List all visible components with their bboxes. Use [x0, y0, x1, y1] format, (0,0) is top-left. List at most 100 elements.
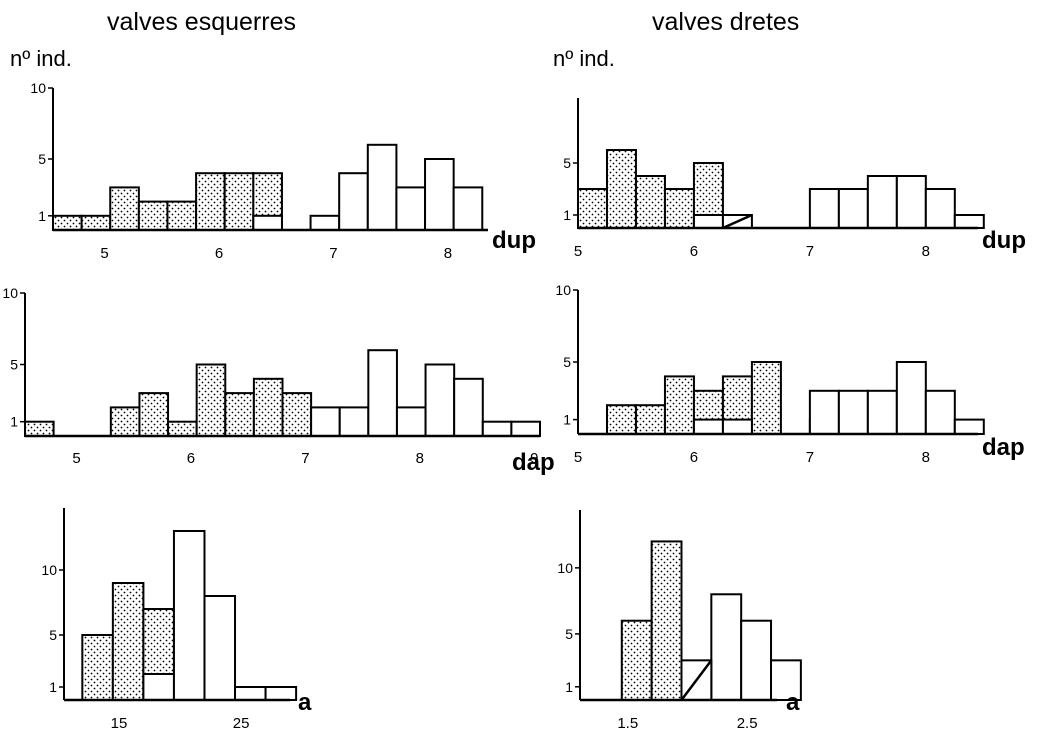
open-bar: [366, 143, 398, 231]
y-tick-label: 5: [38, 151, 46, 167]
dotted-bar: [577, 188, 608, 229]
x-tick-label: 7: [329, 245, 337, 262]
open-bar: [692, 214, 724, 229]
open-bar: [924, 389, 956, 435]
dotted-bar: [137, 200, 169, 232]
open-bar: [740, 619, 773, 702]
x-axis-variable-label: dup: [492, 227, 536, 254]
open-bar: [452, 186, 484, 231]
left-y-axis-label: nº ind.: [10, 46, 72, 71]
y-tick-label: 10: [555, 282, 571, 298]
x-axis-variable-label: a: [298, 689, 312, 716]
open-bar: [481, 420, 513, 438]
dotted-bar: [634, 175, 666, 229]
open-bar: [924, 188, 956, 229]
x-tick-label: 5: [574, 243, 582, 260]
dotted-bar: [52, 214, 83, 232]
dotted-bar: [224, 392, 255, 438]
y-tick-label: 10: [30, 80, 46, 96]
dotted-bar: [138, 392, 170, 438]
open-bar: [953, 418, 985, 436]
open-bar: [234, 686, 267, 701]
y-tick-label: 5: [565, 626, 573, 642]
y-tick-label: 10: [41, 562, 57, 578]
y-tick-label: 1: [565, 679, 573, 695]
dotted-bar: [111, 582, 145, 701]
y-tick-label: 1: [10, 414, 18, 430]
open-bar: [510, 420, 541, 438]
x-tick-label: 2.5: [737, 715, 758, 732]
dotted-bar: [650, 540, 683, 702]
open-bar: [338, 406, 370, 437]
open-bar: [367, 349, 398, 438]
bar-diagonal-mark: [722, 213, 753, 230]
y-tick-label: 1: [49, 679, 57, 695]
open-bar: [310, 406, 341, 437]
left-column-title: valves esquerres: [107, 8, 296, 36]
dotted-bar: [605, 404, 637, 436]
open-bar: [203, 595, 237, 701]
y-tick-label: 1: [38, 208, 46, 224]
x-tick-label: 7: [806, 243, 814, 260]
x-axis-variable-label: a: [786, 689, 800, 716]
bar-diagonal-mark: [680, 659, 713, 701]
open-bar: [252, 214, 283, 232]
dotted-bar: [663, 375, 695, 435]
open-bar: [172, 530, 206, 701]
dotted-bar: [166, 200, 198, 232]
y-tick-label: 5: [563, 155, 571, 171]
dotted-bar: [634, 404, 666, 436]
x-tick-label: 7: [806, 449, 814, 466]
open-bar: [264, 686, 298, 701]
x-tick-label: 1.5: [617, 715, 638, 732]
open-bar: [142, 673, 175, 701]
x-tick-label: 5: [574, 449, 582, 466]
open-bar: [808, 188, 840, 229]
open-bar: [895, 175, 927, 229]
x-axis-variable-label: dup: [982, 227, 1026, 254]
right-column-title: valves dretes: [652, 8, 799, 36]
open-bar: [424, 158, 455, 231]
x-axis-variable-label: dap: [982, 434, 1025, 461]
dotted-bar: [167, 420, 198, 438]
x-tick-label: 8: [444, 245, 452, 262]
dotted-bar: [750, 361, 782, 435]
y-tick-label: 5: [10, 357, 18, 373]
y-tick-label: 10: [2, 285, 18, 301]
x-tick-label: 8: [416, 450, 424, 467]
x-tick-label: 5: [72, 450, 80, 467]
dotted-bar: [109, 186, 140, 231]
open-bar: [808, 389, 840, 435]
dotted-bar: [80, 214, 112, 232]
open-bar: [424, 363, 456, 437]
dotted-bar: [109, 406, 141, 437]
x-tick-label: 15: [111, 715, 128, 732]
dotted-bar: [663, 188, 695, 229]
x-tick-label: 5: [100, 245, 108, 262]
y-tick-label: 1: [563, 207, 571, 223]
x-tick-label: 6: [690, 449, 698, 466]
x-tick-label: 6: [690, 243, 698, 260]
y-tick-label: 10: [557, 560, 573, 576]
x-tick-label: 7: [301, 450, 309, 467]
x-tick-label: 8: [922, 449, 930, 466]
dotted-bar: [24, 420, 55, 438]
open-bar: [866, 175, 898, 229]
open-bar: [309, 214, 341, 232]
dotted-bar: [195, 363, 227, 437]
y-tick-label: 5: [49, 627, 57, 643]
dotted-bar: [620, 619, 653, 702]
open-bar: [721, 418, 753, 436]
x-tick-label: 9: [530, 450, 538, 467]
dotted-bar: [605, 149, 637, 229]
open-bar: [338, 172, 369, 231]
histogram-panel-right-dup: 1 5 5 6 7 8 dup: [563, 98, 1026, 260]
open-bar: [395, 406, 427, 437]
open-bar: [692, 418, 724, 436]
x-tick-label: 6: [215, 245, 223, 262]
dotted-bar: [281, 392, 313, 438]
open-bar: [453, 377, 484, 437]
